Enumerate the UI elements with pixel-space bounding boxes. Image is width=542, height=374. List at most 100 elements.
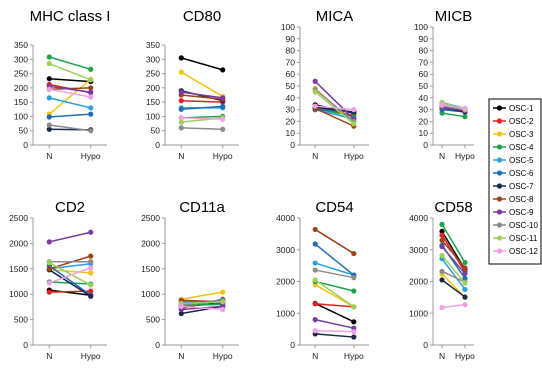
y-tick-label: 50 xyxy=(19,126,29,136)
data-point xyxy=(46,266,52,272)
y-tick-label: 350 xyxy=(14,40,28,50)
series-line xyxy=(49,88,91,98)
data-point xyxy=(88,94,94,100)
data-point xyxy=(88,265,94,271)
y-tick-label: 150 xyxy=(14,97,28,107)
panel-title: MICB xyxy=(435,8,473,25)
y-tick-label: 2000 xyxy=(141,238,160,248)
series-line xyxy=(315,105,354,111)
y-tick-label: 30 xyxy=(286,105,296,115)
y-tick-label: 0 xyxy=(290,340,295,350)
series-line xyxy=(315,106,354,113)
y-tick-label: 70 xyxy=(419,57,429,67)
y-tick-label: 2500 xyxy=(9,213,28,223)
series-line xyxy=(441,223,466,263)
series-line xyxy=(48,269,92,297)
data-point xyxy=(351,250,357,257)
legend-label: OSC-10 xyxy=(509,221,538,230)
panel-title: CD58 xyxy=(434,199,472,216)
series-line xyxy=(181,127,223,131)
panel-title: CD2 xyxy=(55,199,85,216)
data-point xyxy=(312,78,318,84)
data-point xyxy=(312,226,318,233)
panel-title: CD80 xyxy=(183,8,221,25)
data-point xyxy=(88,293,94,299)
data-point xyxy=(178,55,184,61)
x-tick-label: N xyxy=(46,151,52,161)
data-point xyxy=(46,289,52,295)
data-point xyxy=(312,241,318,247)
data-point xyxy=(178,115,184,121)
legend-swatch-marker xyxy=(496,235,503,241)
x-tick-label: N xyxy=(312,351,318,361)
data-point xyxy=(312,328,318,334)
data-point xyxy=(46,60,52,67)
series-line xyxy=(49,85,91,93)
series-line xyxy=(315,280,354,292)
data-point xyxy=(439,232,445,238)
data-point xyxy=(462,286,468,293)
data-point xyxy=(178,89,184,95)
data-point xyxy=(178,310,184,317)
data-point xyxy=(88,288,94,294)
y-tick-label: 100 xyxy=(14,111,28,121)
legend-swatch-marker xyxy=(496,157,503,163)
series-line xyxy=(49,289,91,296)
y-tick-label: 90 xyxy=(419,34,429,44)
y-tick-label: 50 xyxy=(151,126,161,136)
legend-label: OSC-6 xyxy=(509,169,534,178)
data-point xyxy=(46,114,52,120)
data-point xyxy=(46,76,52,82)
y-tick-label: 2000 xyxy=(9,238,28,248)
data-point xyxy=(439,243,445,250)
y-tick-label: 100 xyxy=(146,111,160,121)
legend-swatch-marker xyxy=(496,144,503,150)
legend-swatch-marker xyxy=(496,209,503,215)
legend-label: OSC-12 xyxy=(509,247,538,256)
data-point xyxy=(351,288,357,294)
y-tick-label: 3000 xyxy=(276,245,295,255)
data-point xyxy=(88,89,94,95)
y-tick-label: 30 xyxy=(419,105,429,115)
legend-label: OSC-8 xyxy=(509,195,534,204)
legend-swatch-marker xyxy=(496,170,503,176)
series-line xyxy=(181,99,223,103)
y-tick-label: 100 xyxy=(414,22,428,32)
y-tick-label: 20 xyxy=(419,116,429,126)
data-point xyxy=(88,77,94,83)
legend-swatch-marker xyxy=(496,131,503,137)
y-tick-label: 300 xyxy=(14,54,28,64)
x-tick-label: N xyxy=(312,151,318,161)
x-tick-label: N xyxy=(439,351,445,361)
data-point xyxy=(439,237,445,243)
y-tick-label: 10 xyxy=(419,128,429,138)
panel-title: CD54 xyxy=(315,199,353,216)
series-line xyxy=(48,78,92,115)
series-line xyxy=(314,228,355,255)
legend-label: OSC-7 xyxy=(509,182,534,191)
series-line xyxy=(49,267,91,284)
y-tick-label: 60 xyxy=(419,69,429,79)
legend-label: OSC-2 xyxy=(509,117,534,126)
data-point xyxy=(439,102,445,108)
data-point xyxy=(220,299,226,305)
data-point xyxy=(88,282,94,288)
data-point xyxy=(88,229,94,235)
y-tick-label: 250 xyxy=(14,69,28,79)
data-point xyxy=(46,260,52,266)
x-tick-label: N xyxy=(178,151,184,161)
data-point xyxy=(88,105,94,111)
y-tick-label: 2000 xyxy=(409,277,428,287)
y-tick-label: 1000 xyxy=(141,289,160,299)
series-line xyxy=(49,262,91,270)
data-point xyxy=(351,107,357,113)
data-point xyxy=(462,294,468,300)
y-tick-label: 250 xyxy=(146,69,160,79)
legend-label: OSC-5 xyxy=(509,156,534,165)
panel-title: MICA xyxy=(316,8,354,25)
series-line xyxy=(441,239,466,269)
y-tick-label: 70 xyxy=(286,57,296,67)
y-tick-label: 0 xyxy=(290,140,295,150)
y-tick-label: 0 xyxy=(23,140,28,150)
